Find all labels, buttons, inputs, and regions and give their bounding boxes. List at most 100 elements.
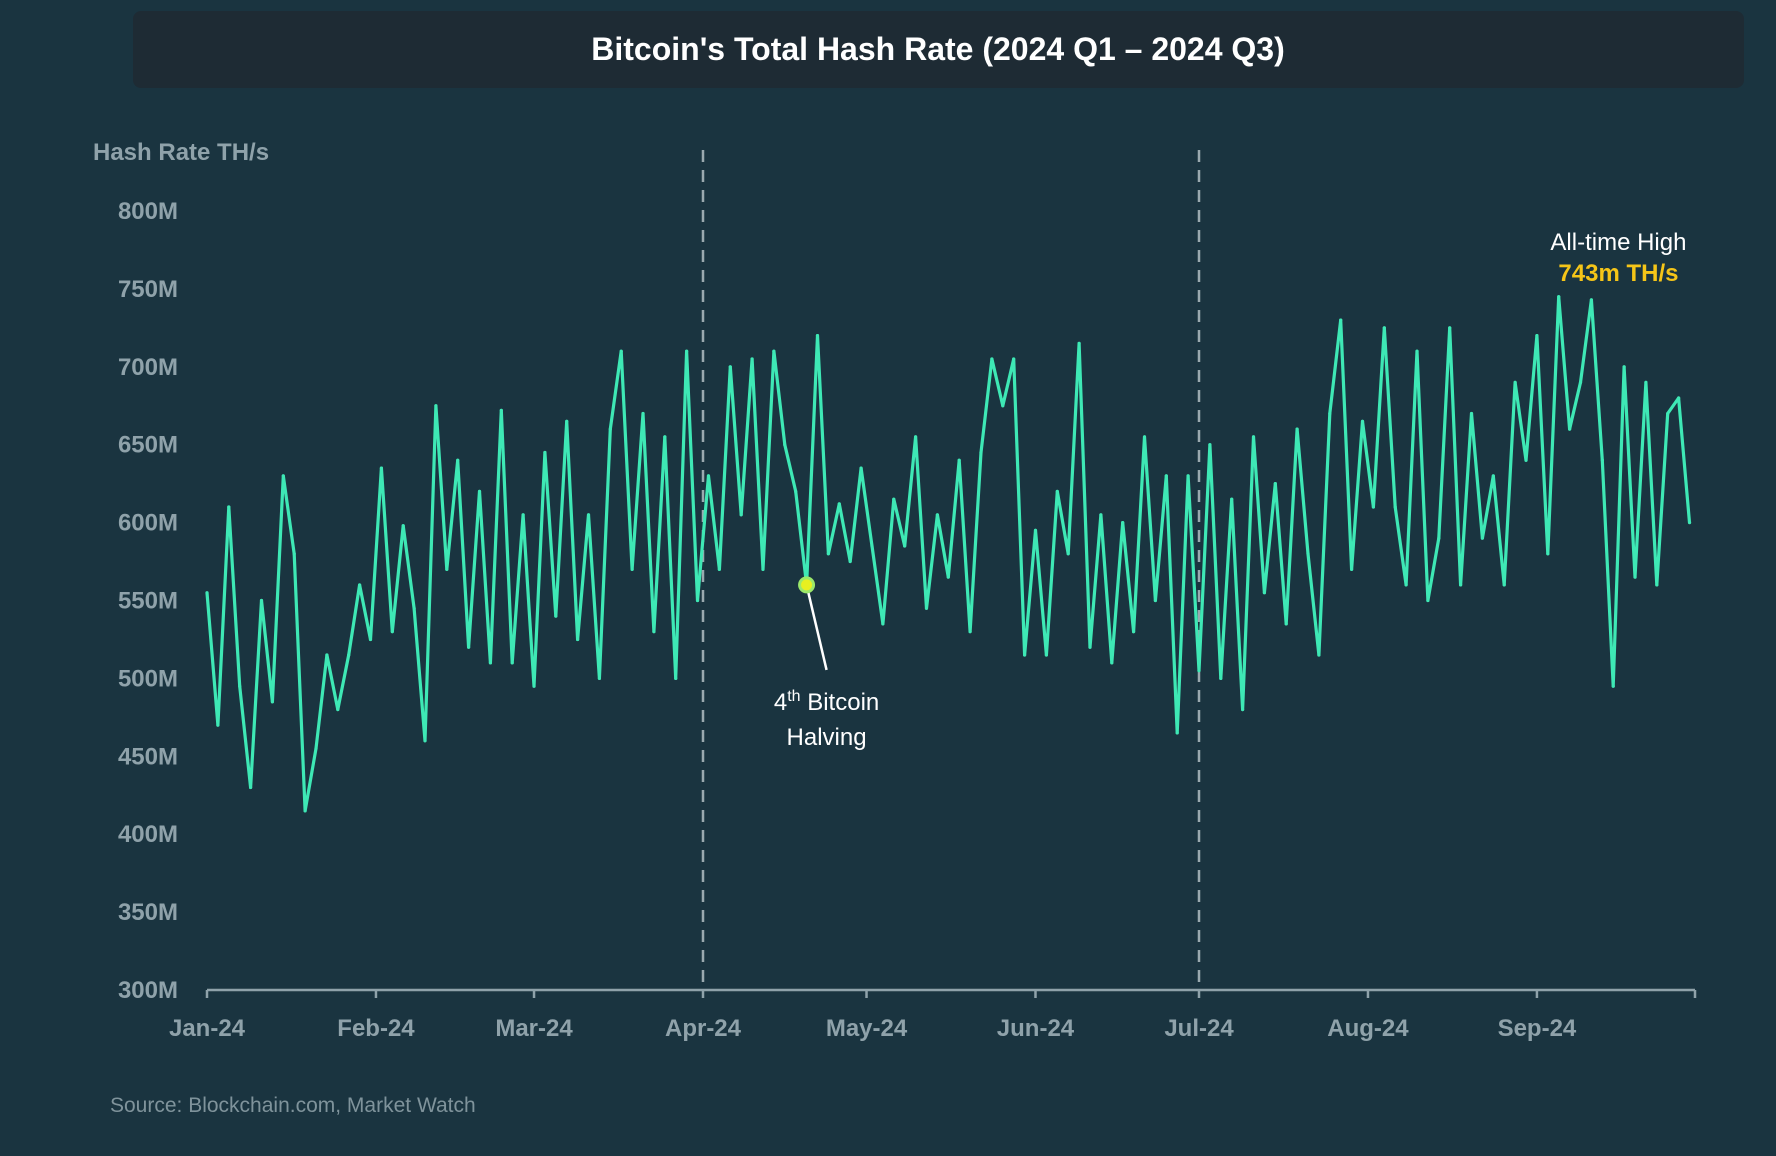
data-point — [1382, 326, 1386, 330]
x-tick-label: Jun-24 — [997, 1015, 1075, 1042]
annotations: 4th Bitcoin Halving All-time High 743m T… — [774, 229, 1687, 751]
data-point — [336, 707, 340, 712]
data-point — [401, 524, 405, 528]
data-point — [663, 435, 667, 439]
data-point — [1393, 505, 1397, 509]
data-point — [1513, 380, 1517, 384]
data-point — [576, 637, 580, 642]
data-point — [935, 513, 939, 517]
chart-title: Bitcoin's Total Hash Rate (2024 Q1 – 202… — [591, 31, 1285, 67]
x-tick-label: Jul-24 — [1164, 1015, 1234, 1042]
data-point — [1317, 653, 1321, 657]
y-tick-label: 400M — [118, 821, 178, 848]
y-tick-label: 650M — [118, 432, 178, 459]
data-point — [1241, 707, 1245, 712]
data-point — [1099, 513, 1103, 517]
data-point — [979, 450, 983, 455]
data-point — [586, 513, 591, 517]
data-point — [1535, 334, 1539, 338]
y-tick-label: 800M — [118, 198, 178, 225]
data-point — [1339, 318, 1343, 322]
y-tick-label: 700M — [118, 354, 178, 381]
x-tick-label: Aug-24 — [1327, 1015, 1409, 1042]
data-point — [227, 505, 231, 509]
data-point — [259, 598, 264, 603]
data-point — [837, 502, 841, 506]
y-tick-label: 500M — [118, 665, 178, 692]
data-point — [1131, 630, 1136, 634]
data-point — [1012, 357, 1016, 361]
data-point — [1655, 583, 1659, 587]
data-point — [772, 349, 776, 353]
data-point — [739, 513, 743, 517]
data-point — [706, 474, 711, 478]
data-point — [695, 598, 700, 603]
data-point — [674, 676, 678, 681]
halving-pointer-line — [805, 584, 828, 671]
data-point — [1426, 598, 1430, 603]
data-point — [347, 653, 351, 657]
data-point — [1687, 521, 1692, 525]
data-point — [761, 567, 765, 571]
data-point — [1153, 598, 1157, 603]
data-point — [1622, 365, 1626, 369]
series-hash-rate — [205, 295, 1692, 813]
halving-label-line1: 4th Bitcoin — [774, 688, 879, 716]
data-point — [1208, 443, 1212, 447]
data-point — [1546, 552, 1550, 556]
data-point — [717, 567, 721, 571]
x-tick-label: May-24 — [826, 1015, 908, 1042]
data-point — [1066, 552, 1070, 556]
data-point — [1404, 583, 1408, 587]
data-point — [1110, 661, 1114, 665]
data-point — [325, 653, 329, 657]
data-point — [652, 630, 656, 634]
data-point — [412, 606, 416, 610]
data-point — [1044, 653, 1048, 657]
data-point — [1197, 669, 1201, 673]
data-point — [750, 357, 754, 361]
data-point — [968, 630, 972, 634]
ath-label: All-time High — [1550, 229, 1686, 256]
x-tick-label: Sep-24 — [1498, 1015, 1577, 1042]
data-point — [205, 591, 209, 595]
data-point — [1350, 567, 1354, 571]
data-point — [1121, 521, 1125, 525]
data-point — [859, 466, 863, 470]
data-point — [1557, 295, 1561, 299]
data-point — [1175, 731, 1179, 735]
data-point — [826, 552, 830, 556]
data-point — [1666, 411, 1670, 416]
data-point — [1568, 427, 1572, 431]
data-point — [456, 458, 460, 462]
data-point — [1273, 482, 1277, 486]
data-point — [957, 458, 961, 462]
data-point — [1677, 396, 1681, 400]
x-tick-label: Mar-24 — [495, 1015, 573, 1042]
data-point — [368, 637, 373, 642]
title-bar — [133, 11, 1744, 88]
data-point — [543, 450, 547, 455]
data-point — [1055, 489, 1059, 494]
data-point — [1491, 474, 1495, 478]
data-point — [619, 349, 623, 353]
data-point — [1502, 583, 1506, 587]
data-point — [358, 583, 362, 587]
data-point — [379, 466, 384, 470]
data-point — [815, 334, 820, 338]
y-tick-label: 550M — [118, 588, 178, 615]
data-point — [1077, 341, 1081, 346]
data-point — [597, 676, 602, 681]
y-tick-label: 750M — [118, 276, 178, 303]
data-point — [608, 427, 612, 431]
data-point — [1295, 427, 1299, 431]
data-point — [848, 559, 852, 564]
data-point — [1284, 622, 1288, 626]
data-point — [1142, 435, 1147, 439]
data-point — [1186, 474, 1190, 478]
data-point — [303, 809, 307, 813]
x-tick-label: Jan-24 — [169, 1015, 246, 1042]
halving-ordinal-suffix: th — [787, 688, 800, 705]
x-tick-label: Apr-24 — [665, 1015, 742, 1042]
halving-marker — [798, 576, 816, 594]
